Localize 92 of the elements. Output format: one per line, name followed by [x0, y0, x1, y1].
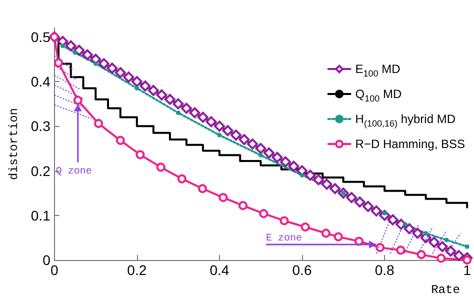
- point: [445, 246, 456, 257]
- point: [412, 228, 424, 239]
- point: [334, 232, 343, 242]
- point: [116, 136, 125, 145]
- point: [354, 236, 364, 246]
- point: [304, 170, 316, 181]
- point: [148, 84, 159, 96]
- point: [258, 152, 263, 158]
- point: [156, 162, 166, 172]
- point: [280, 216, 289, 226]
- x-tick-label: 0.8: [374, 262, 394, 278]
- point: [402, 222, 408, 227]
- x-tick-label: 0.6: [292, 262, 312, 278]
- annotation: E zone: [266, 234, 302, 245]
- point: [65, 40, 76, 52]
- point: [189, 107, 200, 118]
- point: [238, 201, 248, 210]
- point: [222, 125, 234, 136]
- point: [176, 110, 180, 116]
- y-axis-title: distortion: [7, 108, 21, 180]
- point: [230, 130, 242, 141]
- point: [246, 138, 258, 150]
- point: [156, 89, 168, 100]
- point: [387, 214, 398, 226]
- point: [346, 192, 358, 204]
- point: [74, 44, 85, 56]
- point: [123, 72, 134, 83]
- point: [259, 209, 268, 218]
- x-tick-label: 1: [463, 262, 472, 278]
- point: [131, 76, 142, 88]
- point: [217, 132, 222, 138]
- point: [218, 193, 228, 202]
- point: [136, 150, 145, 160]
- point: [453, 250, 464, 262]
- point: [172, 98, 184, 110]
- point: [198, 184, 208, 194]
- point: [376, 243, 385, 252]
- point: [206, 116, 217, 128]
- point: [300, 172, 304, 178]
- point: [164, 94, 176, 105]
- point: [272, 152, 283, 163]
- y-tick-label: 0.1: [30, 207, 51, 224]
- point: [94, 118, 104, 128]
- point: [177, 174, 186, 184]
- point: [280, 156, 291, 168]
- point: [106, 62, 118, 74]
- point: [362, 200, 374, 212]
- point: [255, 142, 266, 154]
- point: [330, 183, 341, 194]
- point: [436, 241, 448, 252]
- point: [416, 250, 426, 260]
- point: [428, 236, 440, 248]
- point: [93, 61, 98, 66]
- point: [464, 244, 470, 249]
- point: [354, 196, 366, 208]
- point: [140, 80, 151, 92]
- point: [214, 120, 225, 132]
- point: [300, 222, 310, 232]
- point: [321, 178, 332, 190]
- point: [134, 86, 140, 90]
- y-tick-label: 0.3: [30, 118, 51, 134]
- y-tick-label: 0.2: [30, 162, 51, 179]
- point: [60, 44, 65, 48]
- x-tick-label: 0.2: [127, 262, 147, 278]
- point: [436, 254, 446, 263]
- point: [424, 230, 428, 236]
- point: [82, 49, 93, 60]
- point: [197, 112, 208, 123]
- x-tick-label: 0.4: [210, 262, 230, 278]
- point: [54, 58, 63, 68]
- point: [404, 223, 415, 234]
- point: [313, 174, 324, 186]
- y-tick-label: 0: [42, 252, 51, 268]
- point: [263, 147, 274, 158]
- y-tick-label: 0.5: [30, 28, 51, 45]
- point: [462, 256, 472, 264]
- point: [114, 67, 126, 78]
- point: [444, 238, 449, 242]
- point: [98, 58, 110, 70]
- legend-label: R−D Hamming, BSS: [355, 137, 466, 151]
- point: [321, 228, 330, 238]
- point: [180, 102, 192, 114]
- point: [396, 246, 406, 255]
- point: [90, 54, 102, 65]
- y-tick-label: 0.4: [30, 74, 51, 90]
- annotation: Q zone: [56, 166, 92, 178]
- point: [238, 134, 250, 146]
- point: [370, 205, 382, 216]
- point: [73, 96, 82, 105]
- point: [288, 160, 300, 172]
- x-axis-title: Rate: [431, 283, 460, 296]
- point: [72, 50, 78, 55]
